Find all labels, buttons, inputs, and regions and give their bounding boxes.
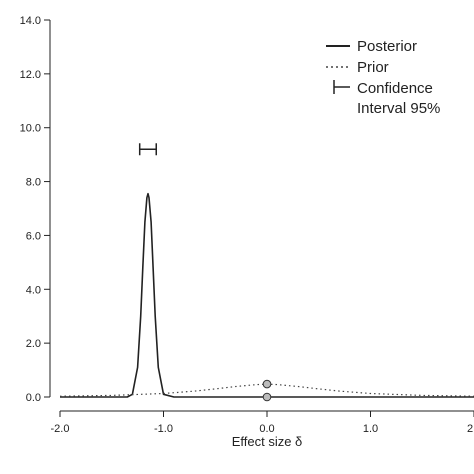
legend-prior-label: Prior [357,59,389,76]
data-point [262,379,272,389]
x-ticks: -2.0 -1.0 0.0 1.0 2 [51,411,474,435]
y-tick-label: 2.0 [26,338,41,350]
x-tick-label: 2 [467,423,473,435]
legend-ci-swatch [333,80,350,94]
x-tick-label: -2.0 [51,423,70,435]
confidence-interval-marker [138,143,158,156]
x-tick-label: 0.0 [259,423,274,435]
legend-ci-label-line1: Confidence [357,80,433,97]
legend-posterior-label: Posterior [357,38,417,55]
legend: Posterior Prior Confidence Interval 95% [326,38,440,117]
y-ticks: 0.0 2.0 4.0 6.0 8.0 10.0 12.0 14.0 [20,15,50,404]
x-tick-label: 1.0 [363,423,378,435]
y-tick-label: 0.0 [26,392,41,404]
x-tick-label: -1.0 [154,423,173,435]
x-axis-title: Effect size δ [232,434,303,449]
y-tick-label: 10.0 [20,123,41,135]
series-posterior-line [60,192,474,398]
y-tick-label: 6.0 [26,230,41,242]
y-tick-label: 4.0 [26,284,41,296]
y-tick-label: 14.0 [20,15,41,27]
plot-area [59,143,474,402]
y-tick-label: 8.0 [26,177,41,189]
y-tick-label: 12.0 [20,69,41,81]
data-point [262,392,272,402]
legend-ci-label-line2: Interval 95% [357,100,440,117]
axes [49,20,474,412]
